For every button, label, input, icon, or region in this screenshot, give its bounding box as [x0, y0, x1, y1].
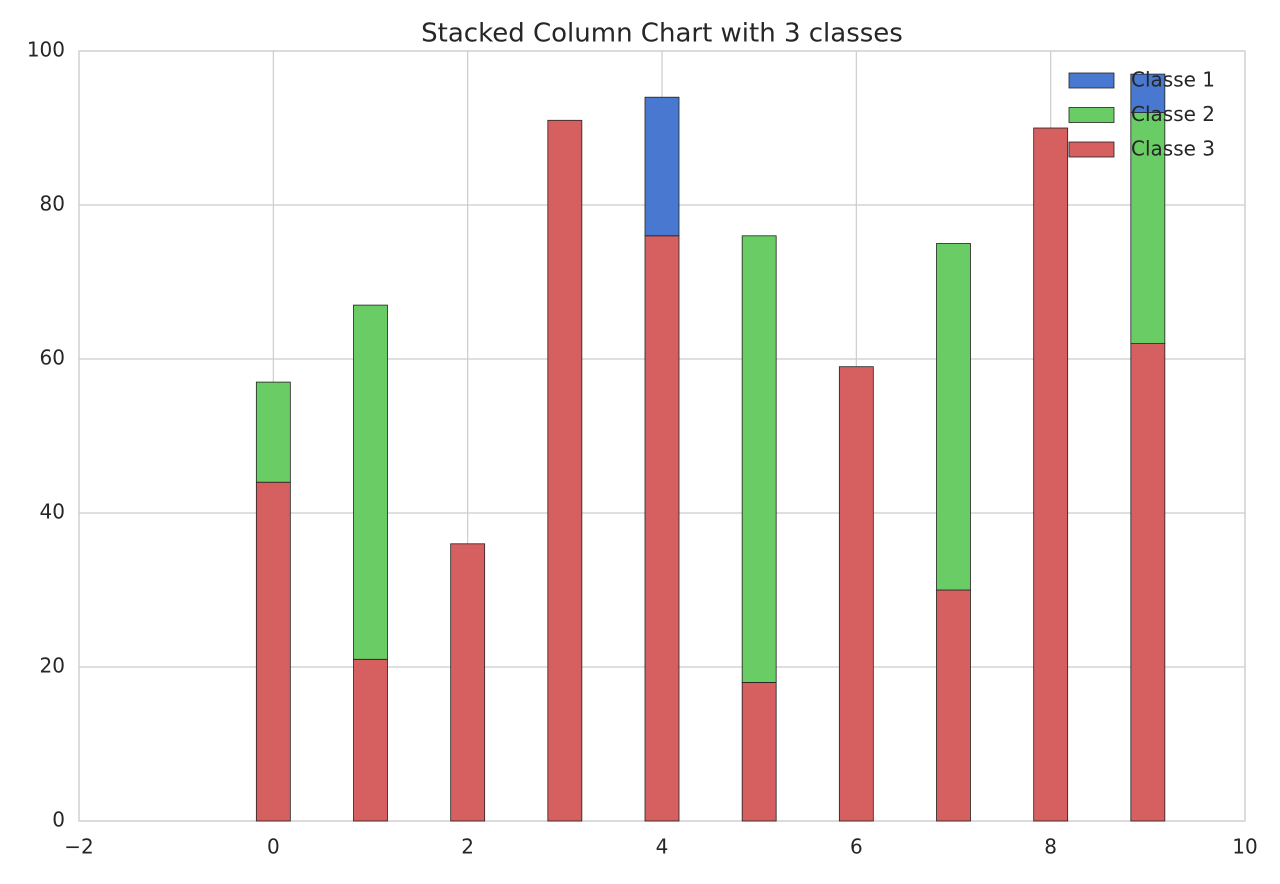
bar-segment [741, 682, 777, 822]
bar-segment [1130, 73, 1166, 113]
y-tick-label: 0 [52, 808, 65, 832]
y-tick-label: 100 [27, 38, 65, 62]
x-tick-label: 4 [656, 835, 669, 859]
x-tick-label: 8 [1044, 835, 1057, 859]
chart-title: Stacked Column Chart with 3 classes [421, 19, 903, 49]
y-tick-label: 20 [40, 654, 65, 678]
x-tick-label: 2 [461, 835, 474, 859]
bar-segment [1130, 112, 1166, 344]
bar-segment [644, 96, 680, 237]
bar-segment [936, 243, 971, 591]
legend-swatch [1068, 72, 1115, 89]
bar-segment [644, 235, 680, 822]
bar-segment [450, 543, 486, 822]
bar-segment [1033, 127, 1069, 822]
bar-segment [255, 481, 291, 822]
bar-segment [936, 589, 971, 822]
y-tick-label: 80 [40, 192, 65, 216]
legend-label: Classe 1 [1131, 68, 1215, 92]
legend-label: Classe 2 [1131, 102, 1215, 126]
x-tick-label: 0 [267, 835, 280, 859]
bar-segment [547, 119, 583, 822]
legend-label: Classe 3 [1131, 137, 1215, 161]
bar-segment [255, 381, 291, 483]
x-tick-label: 6 [850, 835, 863, 859]
bar-segment [353, 304, 388, 660]
legend-swatch [1068, 107, 1115, 123]
x-tick-label: 10 [1232, 835, 1257, 859]
bar-segment [838, 366, 874, 822]
bar-segment [1130, 343, 1166, 822]
bar-segment [741, 235, 777, 683]
x-tick-label: −2 [64, 835, 93, 859]
legend-swatch [1068, 141, 1115, 158]
bar-segment [353, 658, 388, 822]
y-tick-label: 40 [40, 500, 65, 524]
y-tick-label: 60 [40, 346, 65, 370]
